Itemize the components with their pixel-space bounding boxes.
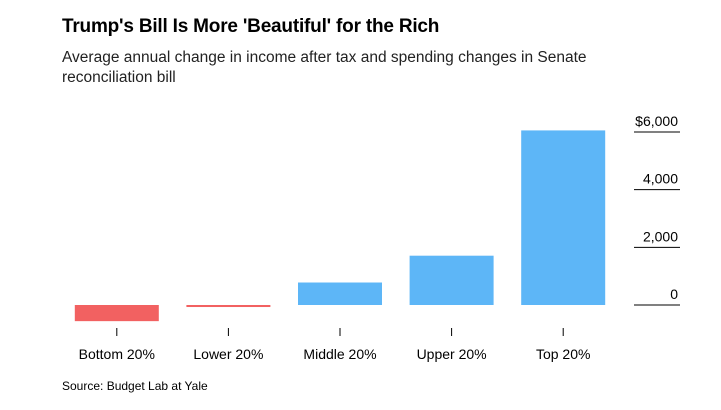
bar-top-20 <box>521 130 606 305</box>
x-tick-label: Middle 20% <box>303 346 376 362</box>
y-axis: 0 2,000 4,000 $6,000 <box>634 113 680 306</box>
y-tick-label: 4,000 <box>643 171 678 187</box>
bar-bottom-20 <box>74 305 159 322</box>
chart-subtitle: Average annual change in income after ta… <box>62 49 587 86</box>
bar-upper-20 <box>409 255 494 305</box>
x-tick-label: Top 20% <box>536 346 590 362</box>
bar-lower-20 <box>186 305 271 308</box>
x-axis: Bottom 20% Lower 20% Middle 20% Upper 20% To… <box>79 328 590 362</box>
y-tick-label: $6,000 <box>635 113 678 129</box>
chart-title: Trump's Bill Is More 'Beautiful' for the… <box>62 16 440 37</box>
x-tick-label: Lower 20% <box>193 346 263 362</box>
x-tick-label: Upper 20% <box>417 346 487 362</box>
y-tick-label: 2,000 <box>643 228 678 244</box>
x-tick-label: Bottom 20% <box>79 346 155 362</box>
bars-group <box>74 130 606 322</box>
y-tick-label: 0 <box>670 286 678 302</box>
source-note: Source: Budget Lab at Yale <box>62 379 208 393</box>
bar-middle-20 <box>298 282 382 305</box>
